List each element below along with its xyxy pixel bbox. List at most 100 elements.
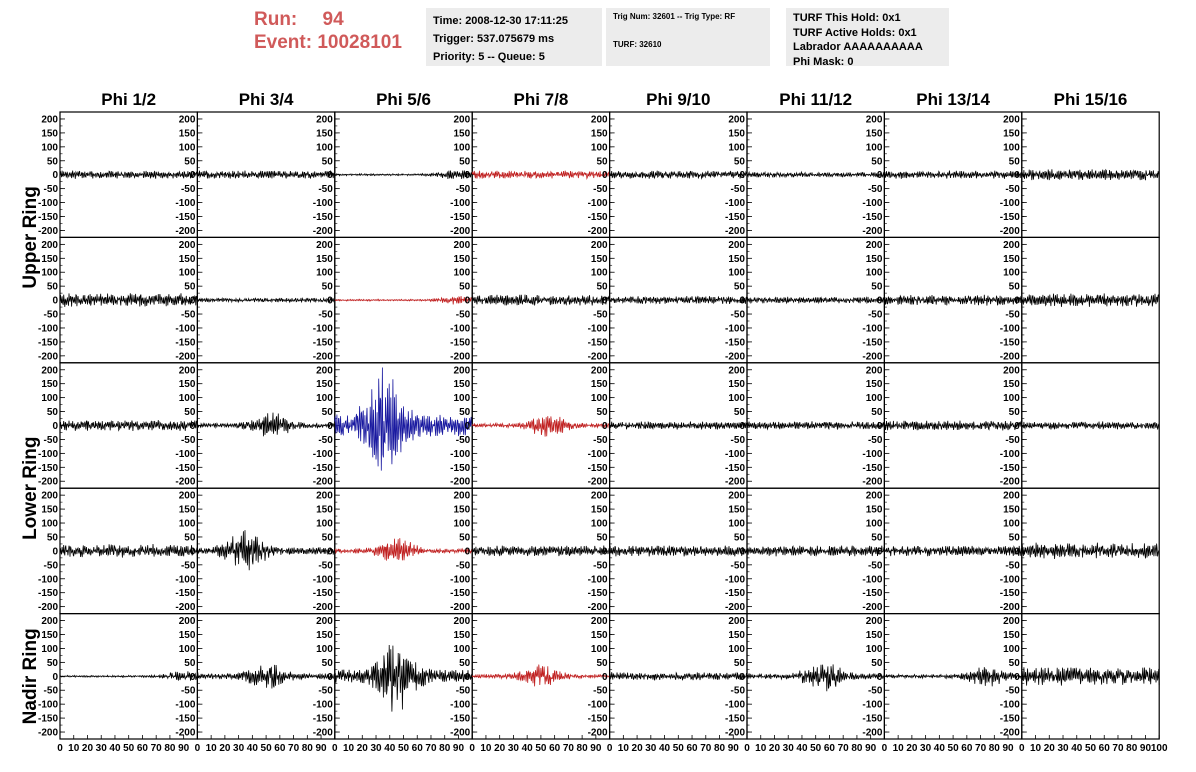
y-tick-label: -50	[593, 310, 608, 321]
y-tick-label: -200	[313, 351, 333, 362]
y-tick-label: 100	[728, 142, 745, 153]
y-tick-label: 150	[41, 379, 58, 390]
y-tick-label: 0	[190, 170, 196, 181]
y-tick-label: 200	[728, 365, 745, 376]
y-tick-label: 200	[591, 240, 608, 251]
y-tick-label: 0	[1014, 672, 1020, 683]
y-tick-label: -50	[593, 686, 608, 697]
y-tick-label: 50	[734, 282, 746, 293]
ring-label: Upper Ring	[20, 186, 41, 288]
y-tick-label: 0	[327, 546, 333, 557]
y-tick-label: 50	[322, 532, 334, 543]
x-tick-label: 60	[961, 743, 973, 754]
priority-text: Priority: 5 -- Queue: 5	[433, 51, 545, 63]
y-tick-label: -150	[38, 337, 58, 348]
y-tick-label: 100	[454, 393, 471, 404]
y-tick-label: -50	[868, 435, 883, 446]
x-tick-label: 0	[607, 743, 613, 754]
y-tick-label: -150	[313, 714, 333, 725]
x-tick-label: 0	[1019, 743, 1025, 754]
y-tick-label: 100	[316, 142, 333, 153]
x-tick-label: 40	[109, 743, 121, 754]
y-tick-label: 150	[866, 630, 883, 641]
y-tick-label: -50	[868, 310, 883, 321]
y-tick-label: 150	[454, 128, 471, 139]
y-tick-label: -100	[862, 449, 882, 460]
x-tick-label: 30	[508, 743, 520, 754]
y-tick-label: 0	[190, 296, 196, 307]
x-tick-label: 70	[151, 743, 163, 754]
waveform-trace	[746, 170, 885, 179]
y-tick-label: 0	[1014, 421, 1020, 432]
y-tick-label: 200	[728, 491, 745, 502]
y-tick-label: 150	[41, 630, 58, 641]
y-tick-label: 150	[591, 128, 608, 139]
y-tick-label: 50	[1009, 156, 1021, 167]
y-tick-label: -100	[38, 574, 58, 585]
y-tick-label: -100	[1000, 323, 1020, 334]
x-tick-label: 40	[1071, 743, 1083, 754]
y-tick-label: -200	[1000, 602, 1020, 613]
waveform-trace	[609, 671, 748, 681]
y-tick-label: -150	[1000, 588, 1020, 599]
waveform-trace	[59, 671, 198, 681]
y-tick-label: -100	[38, 198, 58, 209]
y-tick-label: 0	[739, 421, 745, 432]
y-tick-label: 150	[454, 254, 471, 265]
y-tick-label: 0	[327, 672, 333, 683]
y-tick-label: 150	[316, 630, 333, 641]
y-tick-label: 100	[454, 519, 471, 530]
y-tick-label: 200	[179, 365, 196, 376]
y-tick-label: -100	[588, 198, 608, 209]
y-tick-label: -100	[588, 700, 608, 711]
y-tick-label: -200	[175, 477, 195, 488]
y-tick-label: -150	[1000, 714, 1020, 725]
y-tick-label: -100	[1000, 700, 1020, 711]
y-tick-label: 100	[179, 142, 196, 153]
x-tick-label: 10	[206, 743, 218, 754]
x-tick-label: 20	[1044, 743, 1056, 754]
x-tick-label: 60	[824, 743, 836, 754]
y-tick-label: -200	[1000, 728, 1020, 739]
y-tick-label: 50	[1009, 407, 1021, 418]
waveform-trace	[334, 295, 473, 305]
y-tick-label: 50	[734, 658, 746, 669]
x-tick-label: 80	[577, 743, 589, 754]
y-tick-label: 200	[454, 616, 471, 627]
y-tick-label: -200	[725, 477, 745, 488]
y-tick-label: -100	[175, 449, 195, 460]
y-tick-label: 200	[1003, 365, 1020, 376]
y-tick-label: -50	[1005, 184, 1020, 195]
y-tick-label: 150	[316, 254, 333, 265]
y-tick-label: -50	[1005, 686, 1020, 697]
y-tick-label: -200	[313, 226, 333, 237]
y-tick-label: 0	[877, 546, 883, 557]
y-tick-label: 0	[52, 296, 58, 307]
y-tick-label: 200	[316, 114, 333, 125]
y-tick-label: 50	[184, 282, 196, 293]
y-tick-label: -150	[175, 337, 195, 348]
y-tick-label: 150	[1003, 128, 1020, 139]
y-tick-label: -150	[313, 212, 333, 223]
y-tick-label: 150	[1003, 379, 1020, 390]
y-tick-label: 50	[322, 156, 334, 167]
y-tick-label: 0	[739, 546, 745, 557]
y-tick-label: -100	[1000, 574, 1020, 585]
x-tick-label: 80	[1126, 743, 1138, 754]
y-tick-label: -150	[313, 588, 333, 599]
y-tick-label: -50	[456, 686, 471, 697]
y-tick-label: 50	[871, 658, 883, 669]
event-value: 10028101	[317, 32, 402, 53]
y-tick-label: 100	[316, 644, 333, 655]
y-tick-label: -150	[588, 463, 608, 474]
x-tick-label: 90	[1002, 743, 1014, 754]
y-tick-label: 200	[591, 114, 608, 125]
y-tick-label: 200	[728, 114, 745, 125]
y-tick-label: 100	[41, 142, 58, 153]
y-tick-label: -150	[588, 337, 608, 348]
y-tick-label: 150	[179, 630, 196, 641]
y-tick-label: 100	[1003, 142, 1020, 153]
y-tick-label: 50	[871, 156, 883, 167]
phi-mask-text: Phi Mask: 0	[793, 55, 854, 68]
x-tick-label: 20	[632, 743, 644, 754]
